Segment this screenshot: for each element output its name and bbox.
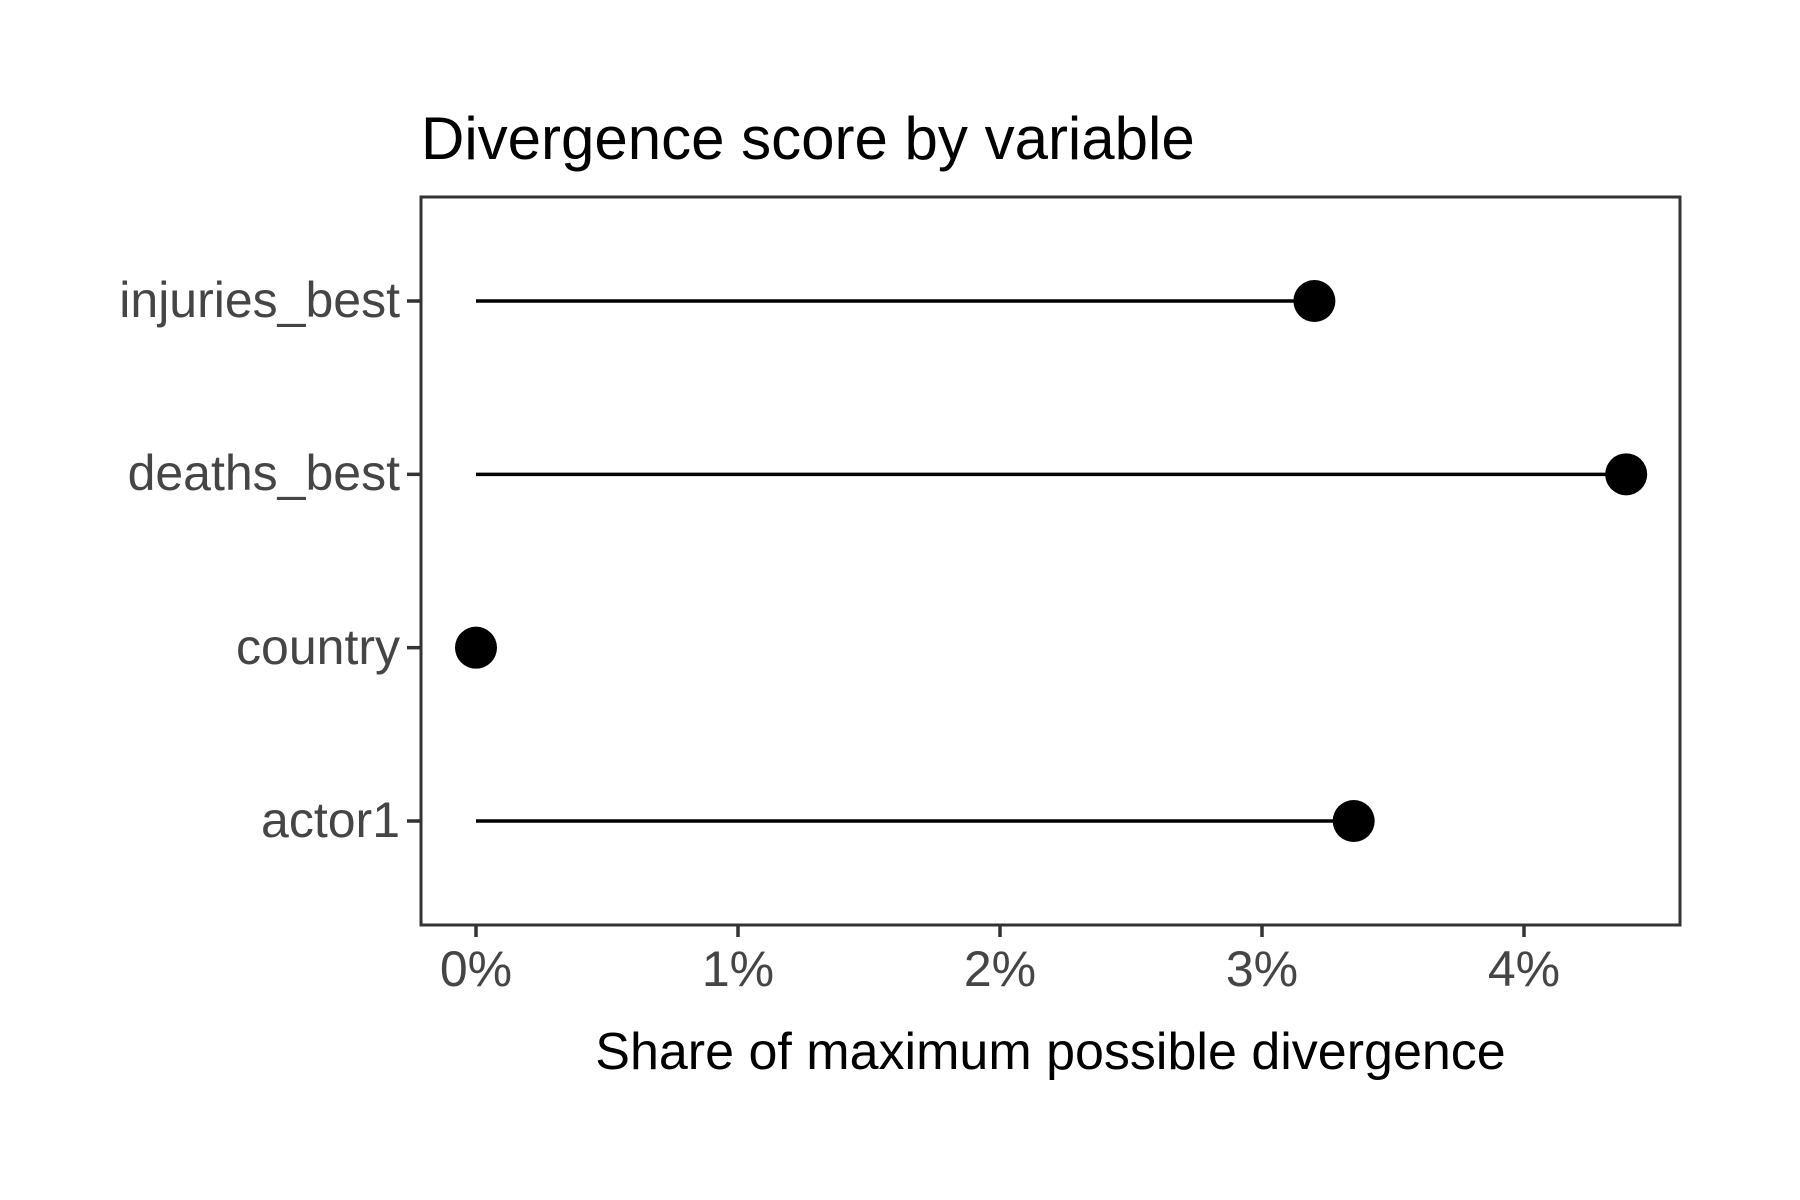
x-tick-label: 4% (1487, 941, 1561, 997)
y-tick-label: country (236, 618, 400, 675)
lollipop-dot (1332, 800, 1375, 842)
panel-border (419, 195, 1682, 927)
chart-title: Divergence score by variable (421, 105, 1195, 172)
x-tick-label: 2% (963, 941, 1037, 997)
y-tick-label: actor1 (261, 792, 400, 848)
lollipop-dot (1293, 280, 1336, 322)
x-axis-title: Share of maximum possible divergence (595, 1023, 1506, 1081)
y-tick-label: injuries_best (119, 272, 400, 328)
x-tick-label: 3% (1225, 941, 1299, 997)
x-tick-label: 1% (701, 941, 775, 997)
lollipop-dot (1605, 453, 1648, 496)
lollipop-dot (455, 626, 497, 669)
y-tick-label: deaths_best (127, 445, 400, 502)
x-tick-label: 0% (439, 941, 513, 997)
